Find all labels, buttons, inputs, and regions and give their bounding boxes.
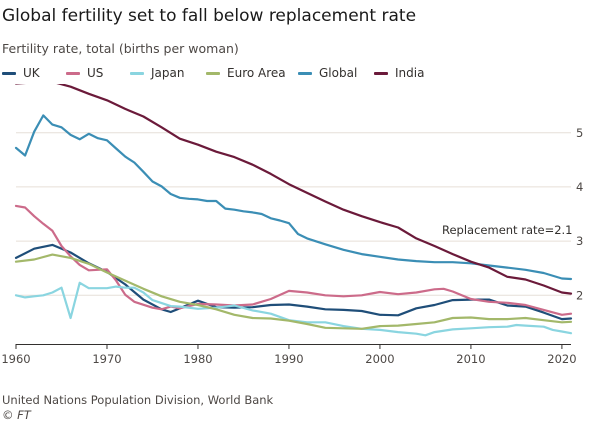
- legend-label-us: US: [87, 66, 104, 80]
- series-line-global: [14, 114, 573, 281]
- series-line-us: [14, 204, 573, 316]
- series-line-japan: [14, 281, 573, 337]
- series-line-euro-area: [14, 253, 573, 330]
- legend-item-india: India: [374, 66, 424, 80]
- chart-title: Global fertility set to fall below repla…: [2, 6, 417, 26]
- legend-item-euro-area: Euro Area: [206, 66, 286, 80]
- x-tick-label-1960: 1960: [1, 352, 30, 366]
- legend-swatch-global: [298, 71, 312, 75]
- replacement-rate-annotation: Replacement rate=2.1: [442, 223, 573, 237]
- chart-subtitle: Fertility rate, total (births per woman): [2, 41, 239, 56]
- source-note: United Nations Population Division, Worl…: [2, 393, 274, 407]
- legend-item-japan: Japan: [130, 66, 184, 80]
- legend-label-india: India: [395, 66, 425, 80]
- legend-label-uk: UK: [23, 66, 40, 80]
- legend-swatch-euro-area: [206, 71, 220, 75]
- series-line-uk: [14, 243, 573, 321]
- legend-item-us: US: [66, 66, 103, 80]
- y-tick-label-4: 4: [576, 180, 583, 194]
- x-tick-label-1990: 1990: [274, 352, 303, 366]
- y-tick-label-5: 5: [576, 126, 583, 140]
- legend-swatch-uk: [2, 71, 16, 75]
- chart-legend: UK US Japan Euro Area Global India: [2, 66, 442, 82]
- legend-swatch-japan: [130, 71, 144, 75]
- x-tick-label-1980: 1980: [183, 352, 212, 366]
- legend-label-euro-area: Euro Area: [227, 66, 286, 80]
- copyright-note: © FT: [2, 408, 31, 422]
- x-tick-label-2010: 2010: [456, 352, 485, 366]
- legend-item-global: Global: [298, 66, 357, 80]
- legend-label-japan: Japan: [151, 66, 185, 80]
- x-tick-label-1970: 1970: [92, 352, 121, 366]
- x-tick-label-2020: 2020: [547, 352, 576, 366]
- legend-swatch-india: [374, 71, 388, 75]
- series-line-india: [15, 84, 573, 295]
- legend-swatch-us: [66, 71, 80, 75]
- line-chart: 2 3 4 5 1960 1970 1980 1990 2000 2010 2020 Replacem…: [1, 84, 583, 366]
- x-tick-label-2000: 2000: [365, 352, 394, 366]
- legend-item-uk: UK: [2, 66, 40, 80]
- y-tick-label-3: 3: [576, 234, 583, 248]
- y-tick-label-2: 2: [576, 288, 583, 302]
- legend-label-global: Global: [319, 66, 358, 80]
